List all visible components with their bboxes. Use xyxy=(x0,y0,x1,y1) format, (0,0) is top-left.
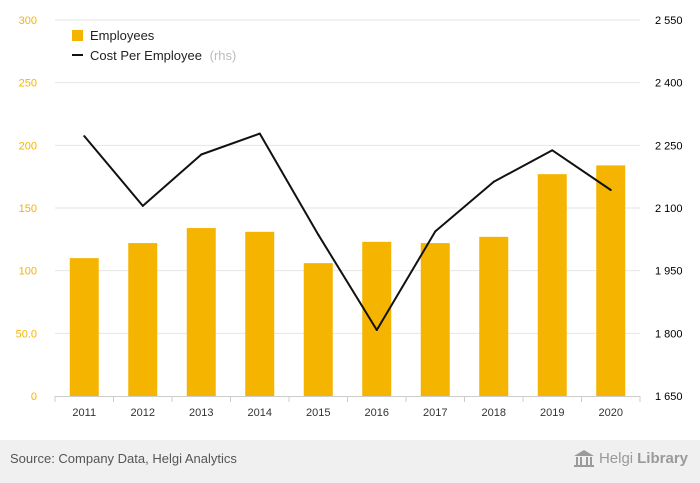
x-tick-label: 2017 xyxy=(423,407,447,419)
y-left-tick-label: 150 xyxy=(19,203,37,215)
line-point-2013 xyxy=(200,153,203,156)
bar-2013 xyxy=(186,228,216,396)
y-left-tick-label: 250 xyxy=(19,78,37,90)
legend-cost-suffix: (rhs) xyxy=(210,48,237,63)
line-point-2020 xyxy=(609,189,612,192)
line-point-2015 xyxy=(317,233,320,236)
line-point-2019 xyxy=(551,149,554,152)
line-point-2014 xyxy=(258,132,261,135)
bar-2018 xyxy=(479,236,509,396)
combo-chart: 0 50.0 100 150 200 250 300 1 650 1 800 1 950 2 10… xyxy=(16,15,683,419)
y-left-tick-label: 100 xyxy=(19,266,37,278)
legend-employees-swatch xyxy=(72,30,83,41)
bar-2011 xyxy=(69,258,99,396)
y-right-tick-label: 2 100 xyxy=(655,203,683,215)
y-left-tick-label: 50.0 xyxy=(16,328,37,340)
x-tick-label: 2015 xyxy=(306,407,330,419)
bar-2015 xyxy=(303,263,333,396)
line-point-2017 xyxy=(434,230,437,233)
x-tick-label: 2018 xyxy=(482,407,506,419)
y-right-tick-label: 2 250 xyxy=(655,140,683,152)
cost-line-path xyxy=(83,132,612,331)
bar-2019 xyxy=(537,174,567,396)
line-point-2016 xyxy=(375,328,378,331)
legend: Employees Cost Per Employee (rhs) xyxy=(72,28,236,63)
bar-2012 xyxy=(128,243,158,396)
x-tick-label: 2013 xyxy=(189,407,213,419)
bar-2020 xyxy=(596,165,626,396)
x-tick-label: 2020 xyxy=(599,407,623,419)
source-note: Source: Company Data, Helgi Analytics xyxy=(10,451,237,466)
y-right-tick-label: 1 950 xyxy=(655,266,683,278)
y-right-tick-label: 1 650 xyxy=(655,391,683,403)
x-axis: 2011 2012 2013 2014 2015 2016 2017 2018 2019 2020 xyxy=(54,396,641,419)
legend-cost-label: Cost Per Employee (rhs) xyxy=(90,48,236,63)
y-axis-right-labels: 1 650 1 800 1 950 2 100 2 250 2 400 2 550 xyxy=(655,15,683,403)
x-tick-label: 2011 xyxy=(72,407,96,419)
bar-2017 xyxy=(420,243,450,396)
y-left-tick-label: 200 xyxy=(19,140,37,152)
library-building-icon xyxy=(573,450,594,467)
line-point-2018 xyxy=(492,180,495,183)
footer: Source: Company Data, Helgi Analytics He… xyxy=(0,440,700,483)
brand-name-part1: Helgi xyxy=(598,449,634,467)
line-point-2011 xyxy=(83,135,86,138)
brand-logo[interactable]: Helgi Library xyxy=(573,448,688,468)
y-axis-left-labels: 0 50.0 100 150 200 250 300 xyxy=(16,15,37,403)
y-right-tick-label: 2 400 xyxy=(655,78,683,90)
y-right-tick-label: 1 800 xyxy=(655,328,683,340)
bar-2014 xyxy=(245,231,275,396)
employees-bars xyxy=(69,165,626,396)
y-left-tick-label: 0 xyxy=(31,391,37,403)
bar-2016 xyxy=(362,241,392,396)
x-tick-label: 2012 xyxy=(131,407,155,419)
x-tick-label: 2014 xyxy=(248,407,272,419)
legend-cost-name: Cost Per Employee xyxy=(90,48,202,63)
y-right-tick-label: 2 550 xyxy=(655,15,683,27)
legend-employees-label: Employees xyxy=(90,28,155,43)
y-left-tick-label: 300 xyxy=(19,15,37,27)
x-tick-label: 2019 xyxy=(540,407,564,419)
brand-name-part2: Library xyxy=(637,449,688,467)
cost-per-employee-line xyxy=(83,132,612,331)
line-point-2012 xyxy=(141,204,144,207)
x-tick-label: 2016 xyxy=(365,407,389,419)
